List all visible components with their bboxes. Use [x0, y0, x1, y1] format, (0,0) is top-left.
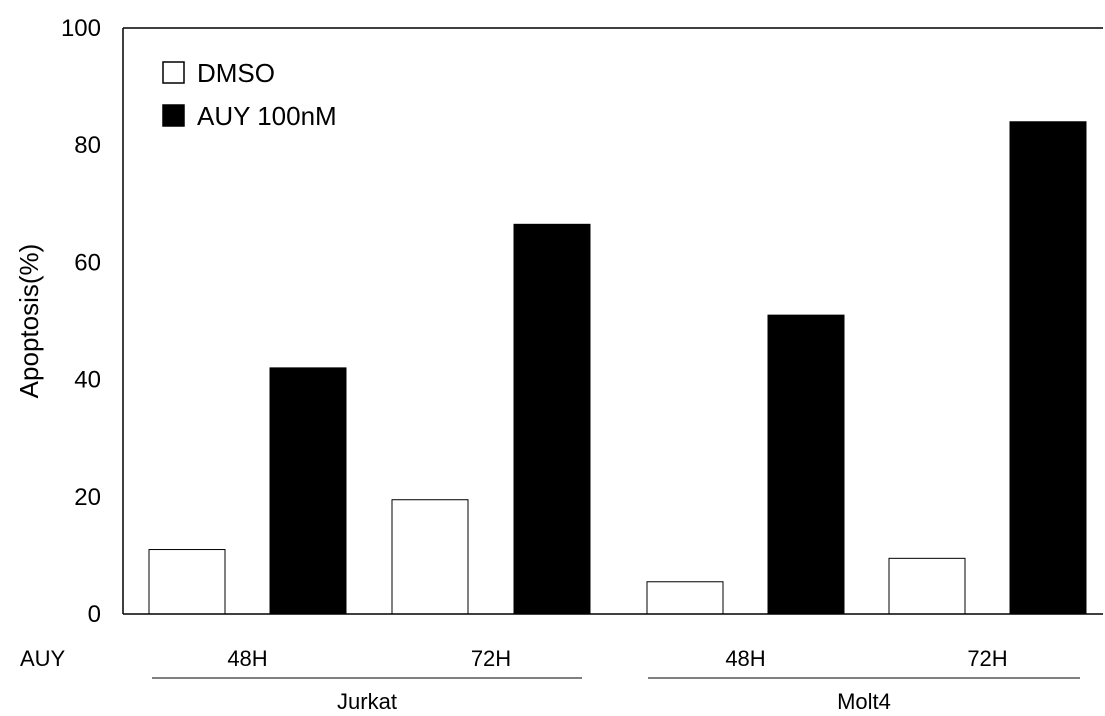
y-tick-label: 60 [74, 249, 101, 276]
bar-auy [1009, 121, 1087, 615]
x-category-label: 72H [967, 646, 1007, 671]
y-axis-label: Apoptosis(%) [14, 244, 44, 399]
x-category-label: 72H [471, 646, 511, 671]
x-category-label: 48H [725, 646, 765, 671]
y-tick-label: 80 [74, 132, 101, 159]
bar-auy [269, 367, 347, 615]
bars [148, 121, 1087, 615]
x-category-label: 48H [227, 646, 267, 671]
group-label: Molt4 [837, 689, 891, 714]
bar-dmso [148, 549, 226, 615]
group-label: Jurkat [337, 689, 397, 714]
y-tick-label: 100 [61, 15, 101, 42]
bar-auy [767, 314, 845, 615]
bar-dmso [646, 581, 724, 615]
legend-swatch-dmso [162, 61, 185, 84]
legend-label-dmso: DMSO [197, 58, 275, 88]
y-tick-label: 40 [74, 367, 101, 394]
row-label: AUY [20, 646, 66, 671]
y-tick-label: 0 [88, 601, 101, 628]
bar-dmso [391, 499, 469, 615]
bar-dmso [888, 557, 966, 615]
legend: DMSO AUY 100nM [162, 58, 337, 131]
y-axis-ticks: 0 20 40 60 80 100 [61, 15, 101, 628]
legend-swatch-auy [162, 104, 185, 127]
x-category-labels: 48H 72H 48H 72H [227, 646, 1007, 671]
legend-label-auy: AUY 100nM [197, 101, 337, 131]
bar-auy [513, 223, 591, 615]
group-labels: Jurkat Molt4 [152, 677, 1080, 714]
y-tick-label: 20 [74, 484, 101, 511]
